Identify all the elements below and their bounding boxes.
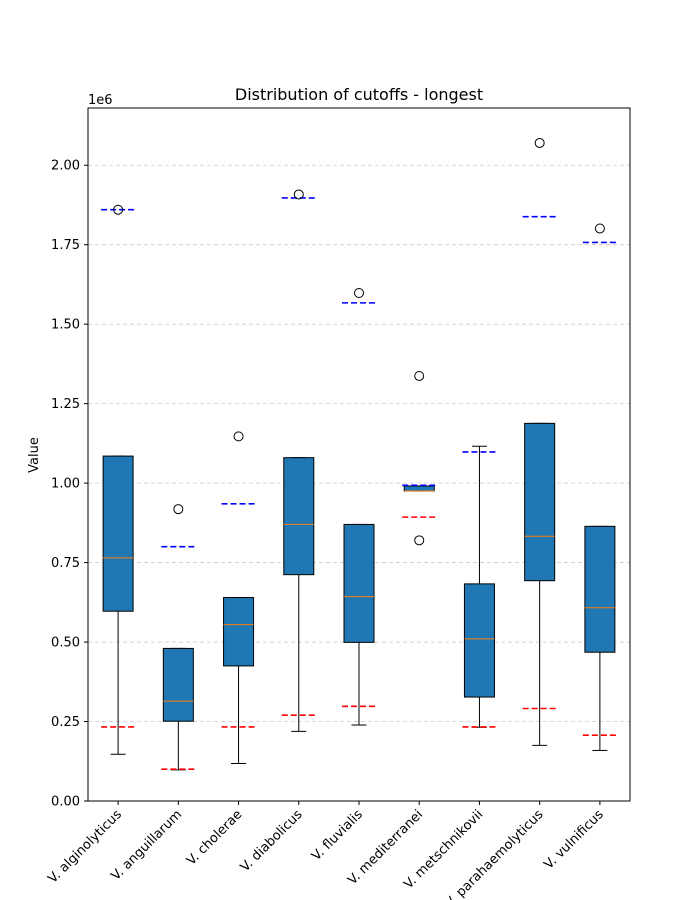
x-tick-label: V. vulnificus (541, 807, 606, 872)
y-axis-offset-label: 1e6 (88, 93, 113, 108)
y-tick-label: 1.00 (51, 477, 80, 492)
x-tick-label: V. cholerae (184, 807, 245, 868)
outlier-point (594, 223, 605, 234)
box (102, 455, 134, 612)
box (223, 597, 255, 667)
y-tick-label: 2.00 (51, 159, 80, 174)
y-tick-label: 0.75 (51, 556, 80, 571)
box (584, 525, 616, 653)
outlier-point (113, 204, 124, 215)
y-tick-label: 1.25 (51, 397, 80, 412)
y-tick-label: 1.75 (51, 238, 80, 253)
chart-title: Distribution of cutoffs - longest (235, 85, 483, 104)
outlier-point (233, 431, 244, 442)
outlier-point (173, 504, 184, 515)
outlier-point (414, 370, 425, 381)
y-tick-label: 1.50 (51, 318, 80, 333)
y-tick-label: 0.50 (51, 636, 80, 651)
box (343, 523, 375, 643)
marks-layer (101, 137, 617, 771)
outlier-point (414, 535, 425, 546)
box (283, 457, 315, 576)
box (463, 583, 495, 698)
y-axis-label: Value (27, 437, 42, 473)
outlier-point (293, 189, 304, 200)
y-tick-label: 0.00 (51, 795, 80, 810)
y-tick-label: 0.25 (51, 715, 80, 730)
x-tick-label: V. diabolicus (238, 807, 306, 875)
box (403, 485, 435, 492)
x-tick-label: V. parahaemolyticus (443, 807, 547, 900)
box (524, 422, 556, 582)
outlier-point (534, 137, 545, 148)
outlier-point (354, 288, 364, 299)
box (162, 647, 194, 722)
x-tick-label: V. fluvialis (309, 807, 366, 864)
